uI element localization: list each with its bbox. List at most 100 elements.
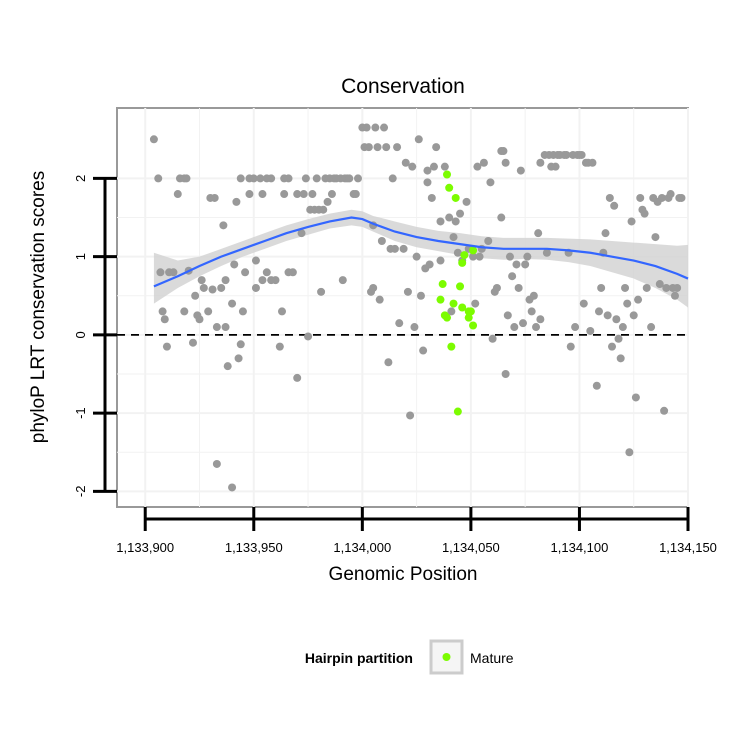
data-point bbox=[492, 283, 501, 292]
confidence-ribbon bbox=[153, 209, 688, 308]
data-point bbox=[647, 323, 656, 332]
x-tick-label: 1,134,050 bbox=[442, 540, 500, 555]
data-point bbox=[456, 209, 465, 218]
data-point-mature bbox=[451, 193, 460, 202]
data-point bbox=[221, 323, 230, 332]
data-point bbox=[651, 233, 660, 242]
data-point bbox=[640, 209, 649, 218]
data-point bbox=[199, 283, 208, 292]
data-point bbox=[308, 190, 317, 199]
data-point bbox=[521, 260, 530, 269]
data-point bbox=[551, 162, 560, 171]
data-point bbox=[160, 315, 169, 324]
data-point bbox=[236, 340, 245, 349]
data-point bbox=[362, 123, 371, 132]
data-point bbox=[588, 158, 597, 167]
data-point bbox=[301, 174, 310, 183]
data-point bbox=[594, 307, 603, 316]
data-point bbox=[380, 123, 389, 132]
data-point bbox=[451, 217, 460, 226]
data-point bbox=[208, 285, 217, 294]
data-point-mature bbox=[456, 282, 465, 291]
data-point-mature bbox=[445, 183, 454, 192]
data-point bbox=[353, 174, 362, 183]
data-point bbox=[258, 276, 267, 285]
x-axis-label: Genomic Position bbox=[329, 564, 478, 585]
data-point bbox=[529, 291, 538, 300]
data-point bbox=[425, 260, 434, 269]
data-point bbox=[642, 283, 651, 292]
data-point bbox=[571, 323, 580, 332]
data-point bbox=[204, 307, 213, 316]
data-point bbox=[440, 162, 449, 171]
data-point-mature bbox=[458, 303, 467, 312]
data-point bbox=[364, 143, 373, 152]
data-point bbox=[501, 370, 510, 378]
data-point bbox=[419, 346, 428, 355]
data-point bbox=[610, 201, 619, 210]
legend-title: Hairpin partition bbox=[305, 650, 413, 666]
data-point bbox=[223, 362, 232, 371]
data-point bbox=[169, 268, 178, 277]
data-point bbox=[462, 197, 471, 206]
y-tick-label: 2 bbox=[73, 175, 88, 182]
data-point bbox=[616, 354, 625, 363]
legend-key-mature bbox=[442, 653, 451, 661]
data-point bbox=[304, 332, 313, 341]
x-tick-label: 1,133,950 bbox=[225, 540, 283, 555]
data-point bbox=[345, 174, 354, 183]
data-point bbox=[251, 283, 260, 292]
legend: Hairpin partition Mature bbox=[305, 639, 514, 675]
data-point bbox=[677, 193, 686, 202]
data-point bbox=[453, 248, 462, 257]
data-point bbox=[566, 342, 575, 351]
data-point bbox=[162, 342, 171, 351]
data-point bbox=[471, 299, 480, 308]
data-point bbox=[375, 295, 384, 304]
data-point bbox=[436, 217, 445, 226]
data-point bbox=[447, 307, 456, 316]
data-point bbox=[284, 174, 293, 183]
data-point bbox=[230, 260, 239, 269]
data-point bbox=[156, 268, 165, 277]
data-point bbox=[327, 190, 336, 199]
data-point bbox=[256, 174, 265, 183]
data-point bbox=[234, 354, 243, 363]
data-point bbox=[262, 268, 271, 277]
data-point bbox=[488, 334, 497, 343]
data-point bbox=[427, 193, 436, 202]
data-point bbox=[423, 166, 432, 175]
data-point bbox=[625, 448, 634, 457]
data-point bbox=[173, 190, 182, 199]
data-point bbox=[516, 166, 525, 175]
data-point bbox=[623, 299, 632, 308]
data-point bbox=[236, 174, 245, 183]
data-point bbox=[288, 268, 297, 277]
data-point bbox=[449, 233, 458, 242]
data-point-mature bbox=[460, 251, 469, 260]
data-point bbox=[621, 283, 630, 292]
data-point bbox=[297, 229, 306, 238]
data-point bbox=[319, 205, 328, 214]
data-point bbox=[536, 158, 545, 167]
data-point-mature bbox=[443, 313, 452, 322]
chart-title: Conservation bbox=[341, 75, 465, 98]
data-point bbox=[562, 150, 571, 159]
data-point bbox=[577, 150, 586, 159]
data-point bbox=[388, 174, 397, 183]
data-point bbox=[605, 193, 614, 202]
data-point bbox=[275, 342, 284, 351]
data-point bbox=[384, 358, 393, 367]
grid-lines bbox=[117, 108, 689, 507]
data-point bbox=[414, 135, 423, 144]
data-point bbox=[149, 135, 158, 144]
data-point bbox=[469, 252, 478, 261]
data-point bbox=[503, 311, 512, 320]
y-tick-label: -2 bbox=[73, 486, 88, 498]
y-tick-label: -1 bbox=[73, 407, 88, 419]
data-point bbox=[271, 276, 280, 285]
data-point bbox=[180, 307, 189, 316]
data-point bbox=[627, 217, 636, 226]
x-axis: 1,133,900 1,133,950 1,134,000 1,134,050 1,13… bbox=[116, 507, 717, 555]
data-point bbox=[518, 319, 527, 328]
